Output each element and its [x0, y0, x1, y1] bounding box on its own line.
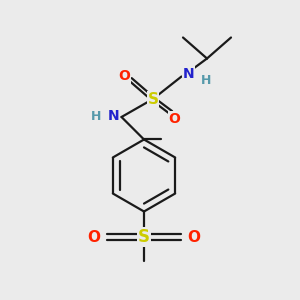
Text: O: O [118, 69, 130, 83]
Text: N: N [182, 67, 194, 81]
Text: O: O [188, 230, 201, 244]
Text: N: N [107, 109, 119, 122]
Text: S: S [148, 92, 158, 106]
Text: H: H [91, 110, 101, 124]
Text: H: H [201, 74, 211, 87]
Text: O: O [169, 112, 181, 126]
Text: O: O [87, 230, 101, 244]
Text: S: S [138, 228, 150, 246]
